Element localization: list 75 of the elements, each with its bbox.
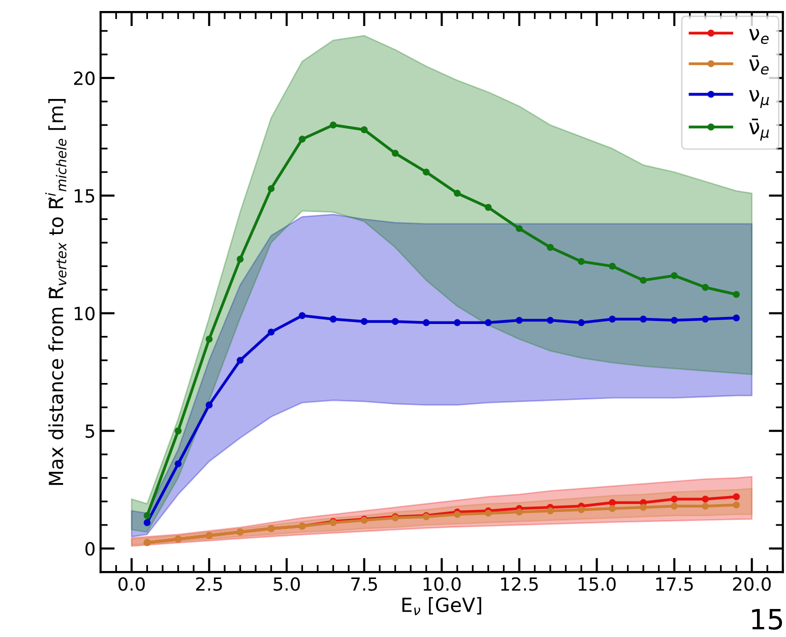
point [732, 493, 740, 500]
point [422, 168, 430, 176]
point [578, 258, 585, 265]
point [298, 136, 306, 143]
point [392, 150, 399, 157]
point [484, 204, 492, 211]
point [360, 126, 368, 134]
point [236, 256, 244, 263]
point [144, 512, 151, 520]
point [702, 496, 709, 503]
y-tick-label: 20 [74, 71, 95, 86]
x-tick-label: 5.0 [274, 577, 300, 591]
x-tick-label: 2.5 [196, 577, 222, 591]
point [174, 427, 182, 434]
point [640, 504, 647, 511]
point [640, 276, 647, 284]
point [144, 519, 151, 526]
x-axis-title: E$_{ν}$ [GeV] [402, 597, 482, 616]
point [268, 328, 275, 336]
point [454, 510, 461, 518]
point [578, 319, 585, 326]
y-tick-label: 15 [74, 189, 94, 203]
point [702, 316, 709, 323]
legend-label: ν$_{μ}$ [749, 90, 769, 108]
point [578, 506, 585, 514]
x-tick-label: 7.5 [351, 577, 377, 591]
point [640, 316, 647, 323]
point [360, 318, 368, 325]
x-tick-label: 17.5 [656, 577, 693, 591]
x-tick-label: 20.0 [733, 577, 771, 591]
point [330, 316, 337, 323]
point [702, 284, 709, 291]
point [670, 496, 678, 503]
point [546, 507, 554, 514]
x-tick-label: 10.0 [424, 577, 461, 591]
legend-label: ν̄$_{μ}$ [749, 118, 769, 141]
point [454, 190, 461, 197]
legend-label: ν̄$_{e}$ [749, 55, 769, 75]
point [392, 318, 399, 325]
y-axis-title: Max distance from R⃗$_{vertex}$ to R⃗$^{i}$$_{michele}$ [m] [45, 99, 66, 485]
y-tick-label: 5 [86, 424, 94, 438]
point [546, 316, 554, 324]
text: 15 [752, 609, 782, 630]
point [608, 262, 616, 270]
point [732, 290, 740, 298]
point [484, 319, 492, 326]
y-tick-label: 10 [74, 306, 95, 320]
point [608, 505, 616, 512]
point [298, 312, 306, 320]
point [670, 502, 678, 510]
y-tick-label: 0 [85, 542, 95, 556]
point [732, 314, 740, 322]
point [268, 185, 275, 192]
point [516, 508, 523, 516]
point [454, 319, 461, 326]
point [422, 319, 430, 326]
point [608, 316, 616, 323]
point [236, 356, 244, 364]
point [174, 460, 182, 468]
point [670, 272, 678, 280]
point [484, 510, 492, 517]
point [670, 316, 678, 324]
point [206, 336, 213, 343]
legend-label: ν$_{e}$ [749, 28, 769, 44]
point [608, 499, 616, 506]
x-tick-label: 15.0 [578, 577, 616, 591]
point [702, 502, 709, 510]
point [516, 316, 523, 324]
point [206, 402, 213, 408]
point [546, 244, 554, 251]
x-tick-label: 12.5 [501, 577, 538, 591]
point [516, 225, 523, 232]
x-tick-label: 0.0 [118, 577, 145, 591]
point [732, 502, 740, 508]
point [330, 122, 337, 128]
